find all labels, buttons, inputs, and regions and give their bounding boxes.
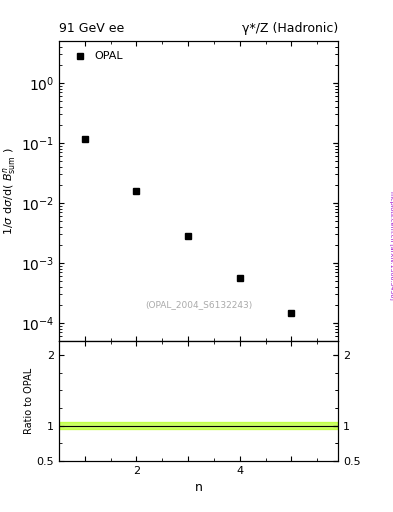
- X-axis label: n: n: [195, 481, 202, 494]
- Line: OPAL: OPAL: [81, 136, 295, 316]
- Y-axis label: Ratio to OPAL: Ratio to OPAL: [24, 368, 34, 434]
- OPAL: [83, 136, 87, 142]
- OPAL: [134, 187, 139, 194]
- Text: 91 GeV ee: 91 GeV ee: [59, 22, 124, 35]
- Text: mcplots.cern.ch [arXiv:1306.3436]: mcplots.cern.ch [arXiv:1306.3436]: [389, 191, 393, 300]
- Legend: OPAL: OPAL: [64, 47, 128, 66]
- OPAL: [186, 233, 191, 239]
- Text: γ*/Z (Hadronic): γ*/Z (Hadronic): [242, 22, 338, 35]
- Y-axis label: 1/$\sigma$ d$\sigma$/d( $B^n_{\rm sum}$ ): 1/$\sigma$ d$\sigma$/d( $B^n_{\rm sum}$ …: [1, 147, 18, 234]
- Text: (OPAL_2004_S6132243): (OPAL_2004_S6132243): [145, 301, 252, 309]
- Bar: [59, 422, 338, 429]
- OPAL: [237, 275, 242, 282]
- OPAL: [289, 310, 294, 316]
